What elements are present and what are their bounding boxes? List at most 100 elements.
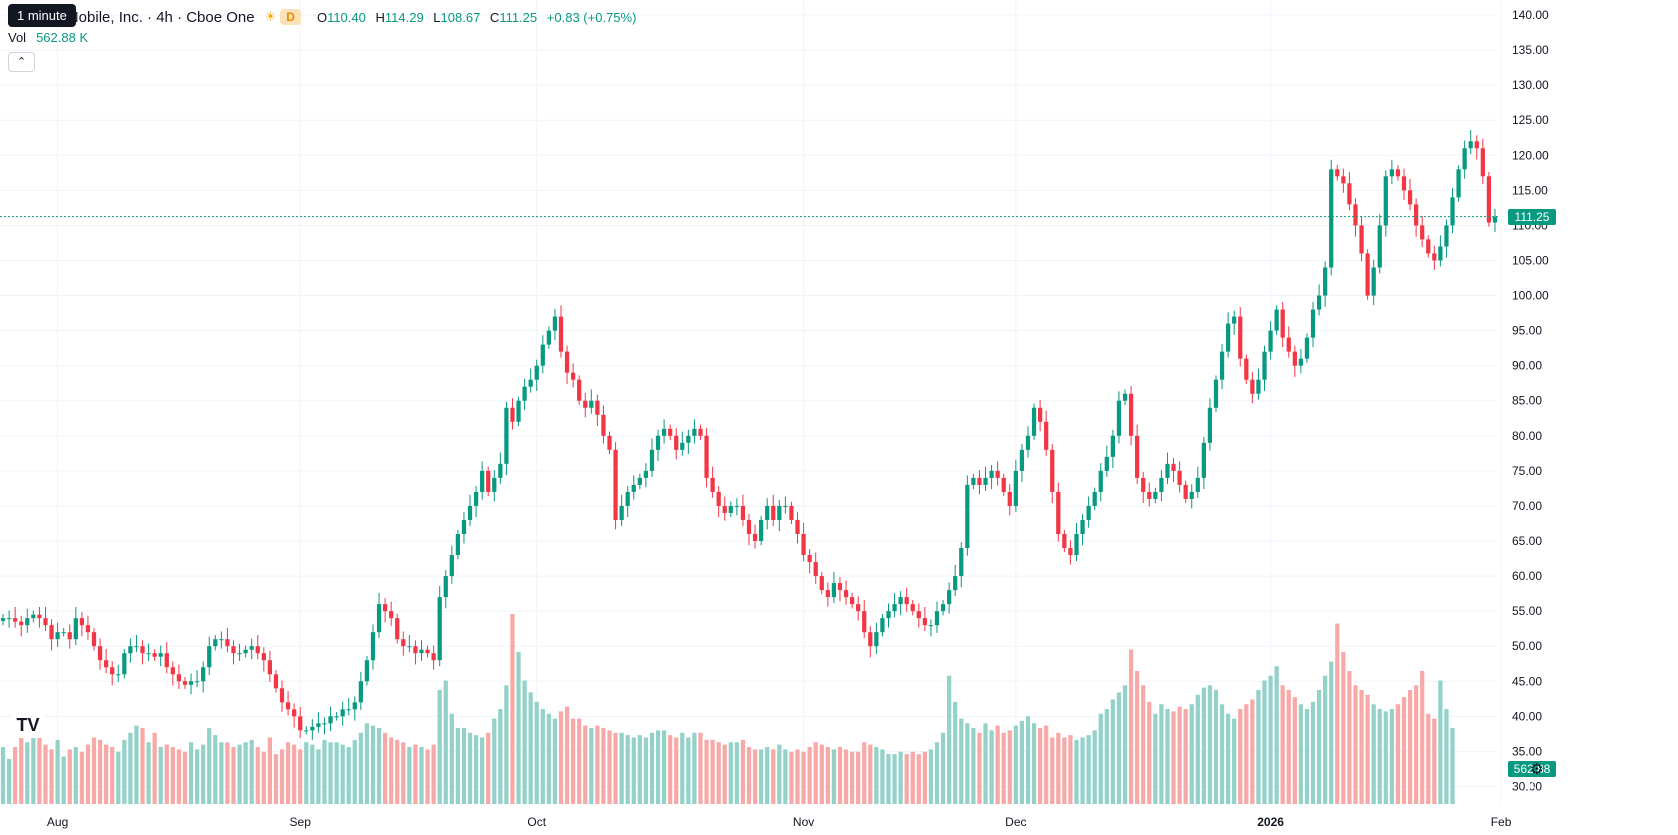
low-value: 108.67 [440, 9, 481, 25]
y-tick-label: 50.00 [1512, 639, 1542, 653]
candle-body [1280, 309, 1285, 338]
candle [564, 345, 570, 384]
volume-bar [1153, 713, 1158, 804]
candle-body [1389, 169, 1394, 177]
volume-bar [1171, 711, 1176, 804]
volume-bar [522, 680, 527, 804]
candle-body [1474, 141, 1479, 149]
candle-body [759, 519, 764, 542]
candle-body [134, 646, 139, 648]
volume-bar [1250, 699, 1255, 804]
candle-body [661, 428, 667, 436]
candle [546, 326, 551, 349]
candle [207, 636, 212, 675]
gear-icon[interactable]: ⚙ [1530, 761, 1544, 778]
candle [607, 431, 612, 455]
x-tick-label: Feb [1491, 815, 1512, 829]
candle [831, 571, 837, 604]
x-tick-label: 2026 [1257, 815, 1284, 829]
candle [916, 603, 921, 628]
candle-body [1098, 470, 1103, 492]
candle [382, 598, 388, 623]
candle-body [431, 653, 436, 661]
volume-bar [1110, 699, 1116, 804]
candle [807, 549, 812, 574]
candle-body [947, 590, 952, 605]
candle-body [1347, 183, 1352, 205]
volume-bar [589, 728, 594, 804]
candle-body [170, 667, 175, 675]
candle [104, 649, 109, 674]
candle-body [510, 407, 515, 422]
candle-body [182, 681, 188, 685]
chevron-up-icon: ⌃ [16, 56, 27, 68]
candle [467, 494, 473, 526]
candle-body [552, 316, 558, 331]
volume-bar [110, 747, 115, 804]
volume-bar [934, 742, 940, 804]
candle [1389, 159, 1394, 185]
volume-bar [419, 747, 424, 804]
tradingview-logo[interactable]: TV [12, 712, 44, 738]
volume-bar [43, 744, 48, 804]
volume-bar [1438, 680, 1443, 804]
collapse-legend-button[interactable]: ⌃ [8, 52, 35, 72]
candle-body [710, 477, 715, 492]
candle [194, 670, 200, 688]
candle [1177, 461, 1182, 493]
volume-bar [473, 735, 479, 804]
volume-bar [267, 737, 273, 804]
candle-body [534, 365, 539, 380]
candle-body [1165, 463, 1170, 478]
y-tick-label: 85.00 [1512, 394, 1542, 408]
candle-body [1122, 393, 1128, 401]
volume-bar [752, 749, 758, 804]
candle-body [19, 621, 24, 626]
candle [880, 613, 885, 637]
candle [674, 428, 679, 460]
time-axis[interactable]: Aug Sep Oct Nov Dec 2026 Feb [47, 815, 1512, 829]
candle [407, 634, 412, 653]
candle [364, 656, 370, 686]
volume-bar [1037, 728, 1043, 804]
price-axis[interactable]: 30.00 35.00 40.00 45.00 50.00 55.00 60.00 65.00… [1512, 8, 1549, 793]
candle-body [940, 604, 946, 612]
high-value: 114.29 [384, 9, 424, 25]
candle [37, 606, 42, 628]
volume-bar [831, 749, 837, 804]
volume-bar [19, 737, 24, 804]
candle [1341, 168, 1346, 193]
volume-bar [1213, 690, 1219, 804]
candle-body [304, 730, 309, 732]
candle [1274, 305, 1279, 335]
candle [874, 622, 879, 654]
y-tick-label: 140.00 [1512, 8, 1549, 22]
volume-bar [164, 744, 169, 804]
candle [1135, 424, 1140, 484]
candle [1438, 235, 1443, 267]
candle-body [807, 555, 812, 563]
candle [1474, 135, 1479, 160]
candle-body [728, 505, 733, 513]
candle [316, 712, 321, 733]
volume-bar [61, 756, 66, 804]
candle [856, 596, 861, 621]
candle-body [201, 667, 206, 682]
y-tick-label: 35.00 [1512, 744, 1542, 758]
symbol-title[interactable]: aceMobile, Inc. · 4h · Cboe One [42, 8, 255, 26]
volume-bar [13, 747, 18, 804]
candle [1444, 219, 1449, 258]
volume-bar [322, 739, 327, 804]
data-badge[interactable]: D [280, 9, 301, 25]
candle-body [771, 505, 776, 520]
candle [1110, 429, 1116, 469]
candle-body [504, 407, 509, 464]
candle [455, 529, 461, 560]
volume-bar [407, 747, 412, 804]
candle-body [1353, 204, 1358, 226]
candle-body [152, 653, 157, 657]
candle [577, 375, 582, 405]
candle [1068, 540, 1073, 565]
candle-body [777, 505, 782, 520]
